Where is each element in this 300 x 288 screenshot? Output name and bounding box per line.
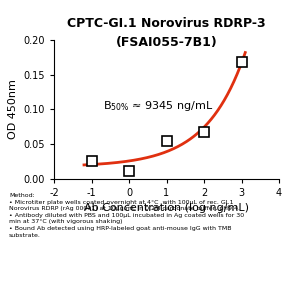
Y-axis label: OD 450nm: OD 450nm: [8, 79, 18, 139]
Text: CPTC-GI.1 Norovirus RDRP-3: CPTC-GI.1 Norovirus RDRP-3: [67, 17, 266, 30]
Text: B$_{50\%}$ ≈ 9345 ng/mL: B$_{50\%}$ ≈ 9345 ng/mL: [103, 99, 213, 113]
X-axis label: Ab Concentration (log ng/mL): Ab Concentration (log ng/mL): [84, 203, 249, 213]
Text: (FSAI055-7B1): (FSAI055-7B1): [116, 36, 218, 49]
Text: Method:
• Microtiter plate wells coated overnight at 4°C  with 100µL of rec. GI.: Method: • Microtiter plate wells coated …: [9, 193, 244, 238]
